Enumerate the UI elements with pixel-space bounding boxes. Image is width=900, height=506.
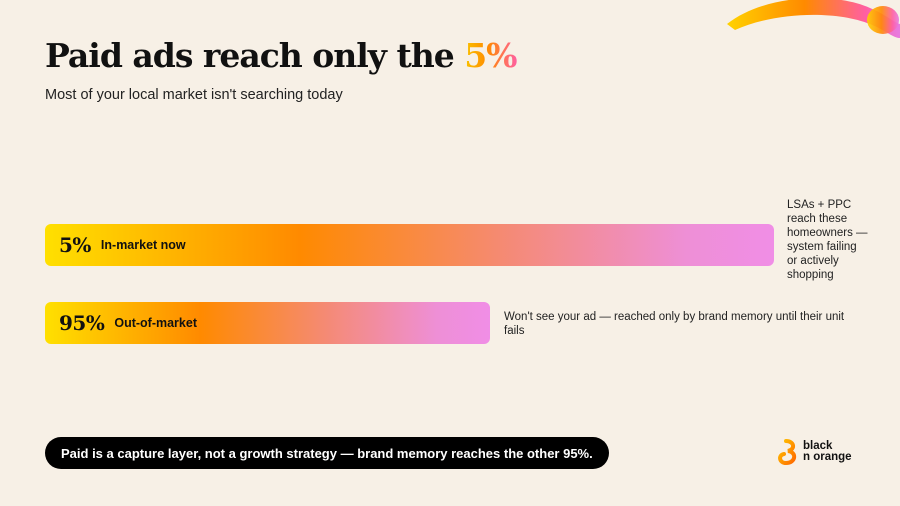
page-title-accent: 5% [464, 36, 517, 75]
page-title: Paid ads reach only the 5% [45, 36, 518, 75]
bar-value-label-in-market: 5% [59, 233, 91, 257]
annotation-in-market: LSAs + PPC reach these homeowners — syst… [787, 199, 868, 281]
page-title-main: Paid ads reach only the [45, 36, 465, 75]
bar-out-of-market: 95% Out-of-market [45, 302, 490, 344]
decorative-swoosh [727, 0, 900, 38]
logo-wordmark-line2: n orange [803, 451, 852, 463]
callout-banner: Paid is a capture layer, not a growth st… [45, 437, 609, 469]
bar-category-label-out-of-market: Out-of-market [114, 316, 197, 330]
page-subtitle: Most of your local market isn't searchin… [45, 87, 343, 103]
annotation-out-of-market: Won't see your ad — reached only by bran… [504, 311, 845, 337]
bar-value-label-out-of-market: 95% [59, 311, 105, 335]
logo-mark-icon [778, 439, 797, 466]
bar-category-label-in-market: In-market now [100, 238, 186, 252]
logo-wordmark: black n orange [803, 440, 852, 463]
bar-in-market: 5% In-market now [45, 224, 774, 266]
brand-logo: black n orange [776, 438, 852, 466]
logo-wordmark-line1: black [803, 440, 833, 452]
